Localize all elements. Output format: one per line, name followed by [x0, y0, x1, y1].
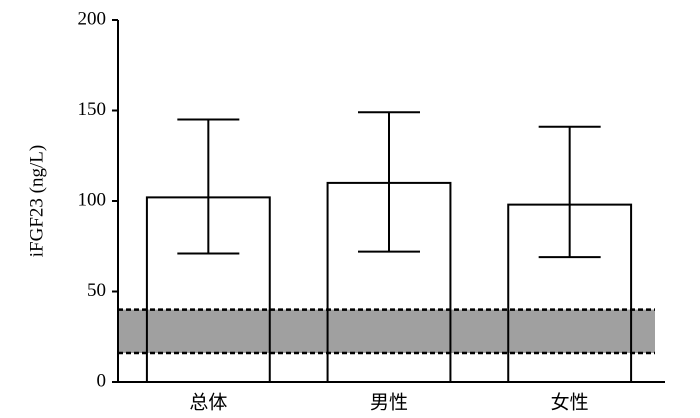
x-tick-label: 男性 [370, 391, 408, 413]
x-tick-label: 总体 [189, 391, 227, 413]
y-tick-label: 0 [97, 370, 107, 391]
y-tick-label: 200 [78, 8, 107, 29]
reference-band [118, 309, 655, 354]
y-axis-label: iFGF23 (ng/L) [26, 145, 47, 257]
y-tick-label: 150 [78, 99, 107, 120]
y-tick-label: 100 [78, 189, 107, 210]
y-tick-label: 50 [87, 280, 106, 301]
x-tick-label: 女性 [551, 391, 589, 413]
